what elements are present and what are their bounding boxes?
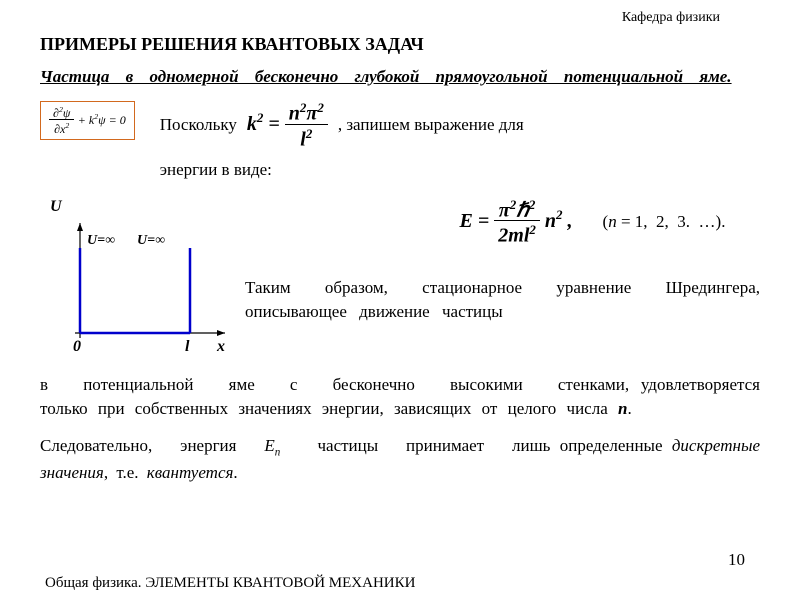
- zero-label: 0: [73, 338, 81, 356]
- mid-row: U U=∞ U=∞ 0 l x E = π2ℏ2 2ml2 n2 ,: [40, 188, 760, 368]
- u-inf-right: U=∞: [137, 233, 165, 249]
- potential-well-diagram: U U=∞ U=∞ 0 l x: [45, 198, 225, 368]
- main-title: ПРИМЕРЫ РЕШЕНИЯ КВАНТОВЫХ ЗАДАЧ: [40, 34, 760, 55]
- text-energy-form: энергии в виде:: [160, 157, 760, 183]
- para1-lead: Таким образом, стационарное уравнение Шр…: [245, 276, 760, 324]
- formula-k: k2 = n2π2 l2: [247, 101, 328, 149]
- energy-formula-row: E = π2ℏ2 2ml2 n2 , (n = 1, 2, 3. …).: [425, 198, 760, 246]
- para1-rest: в потенциальной яме с бесконечно высоким…: [40, 373, 760, 421]
- l-label: l: [185, 338, 189, 356]
- footer-text: Общая физика. ЭЛЕМЕНТЫ КВАНТОВОЙ МЕХАНИК…: [45, 575, 415, 592]
- dept-header: Кафедра физики: [40, 10, 720, 26]
- u-axis-label: U: [50, 198, 62, 216]
- para2: Следовательно, энергия En частицы приним…: [40, 434, 760, 485]
- formula-e: E = π2ℏ2 2ml2 n2 ,: [460, 198, 573, 246]
- boxed-equation: ∂2ψ ∂x2 + k2ψ = 0: [40, 101, 135, 140]
- subtitle: Частица в одномерной бесконечно глубокой…: [40, 67, 760, 87]
- row1: ∂2ψ ∂x2 + k2ψ = 0 Поскольку k2 = n2π2 l2…: [40, 101, 760, 183]
- page-number: 10: [728, 550, 745, 570]
- text-since: Поскольку: [160, 112, 237, 138]
- text-block-1: Поскольку k2 = n2π2 l2 , запишем выражен…: [160, 101, 760, 183]
- n-range: (n = 1, 2, 3. …).: [603, 212, 726, 232]
- x-label: x: [217, 338, 225, 356]
- u-inf-left: U=∞: [87, 233, 115, 249]
- text-write-expr: , запишем выражение для: [338, 112, 524, 138]
